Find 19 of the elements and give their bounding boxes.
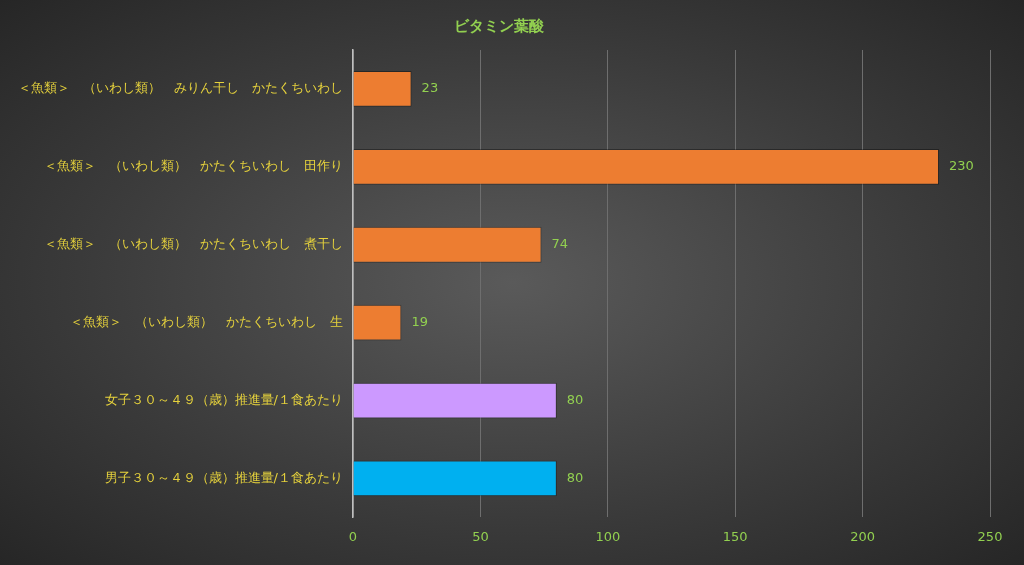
data-label: 19 [411, 314, 428, 330]
data-label: 23 [421, 80, 439, 96]
chart-title: ビタミン葉酸 [454, 16, 545, 35]
y-tick-label: ＜魚類＞ （いわし類） かたくちいわし 煮干し [44, 236, 343, 252]
y-tick-label: ＜魚類＞ （いわし類） かたくちいわし 田作り [44, 158, 343, 174]
data-label: 230 [949, 158, 974, 174]
data-label: 80 [566, 391, 584, 407]
y-tick-label: ＜魚類＞ （いわし類） かたくちいわし 生 [70, 314, 343, 330]
x-tick-label: 250 [977, 528, 1003, 544]
data-label: 74 [551, 236, 569, 252]
x-tick-label: 0 [348, 528, 358, 544]
x-tick-label: 150 [722, 528, 748, 544]
y-tick-label: ＜魚類＞ （いわし類） みりん干し かたくちいわし [18, 80, 343, 96]
x-tick-label: 200 [850, 528, 876, 544]
y-tick-label: 男子３０～４９（歳）推進量/１食あたり [104, 469, 343, 485]
x-tick-label: 100 [595, 528, 621, 544]
data-label: 80 [566, 469, 584, 485]
x-tick-label: 50 [472, 528, 489, 544]
y-tick-label: 女子３０～４９（歳）推進量/１食あたり [104, 391, 343, 407]
